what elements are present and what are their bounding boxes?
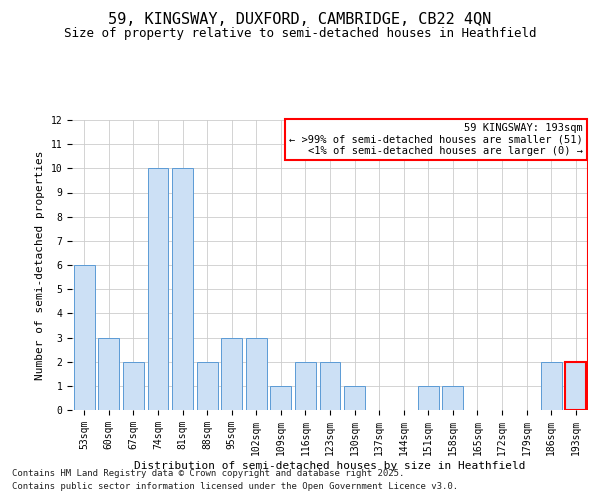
Bar <box>148 168 169 410</box>
Bar <box>344 386 365 410</box>
Bar <box>271 386 292 410</box>
Bar <box>442 386 463 410</box>
Bar <box>246 338 267 410</box>
Bar <box>418 386 439 410</box>
Y-axis label: Number of semi-detached properties: Number of semi-detached properties <box>35 150 45 380</box>
Bar <box>197 362 218 410</box>
Bar <box>98 338 119 410</box>
Text: Contains HM Land Registry data © Crown copyright and database right 2025.: Contains HM Land Registry data © Crown c… <box>12 468 404 477</box>
Text: Size of property relative to semi-detached houses in Heathfield: Size of property relative to semi-detach… <box>64 28 536 40</box>
Bar <box>123 362 144 410</box>
X-axis label: Distribution of semi-detached houses by size in Heathfield: Distribution of semi-detached houses by … <box>134 460 526 470</box>
Bar <box>295 362 316 410</box>
Text: Contains public sector information licensed under the Open Government Licence v3: Contains public sector information licen… <box>12 482 458 491</box>
Bar <box>74 265 95 410</box>
Bar <box>541 362 562 410</box>
Bar <box>172 168 193 410</box>
Bar <box>320 362 340 410</box>
Bar <box>221 338 242 410</box>
Text: 59 KINGSWAY: 193sqm
← >99% of semi-detached houses are smaller (51)
<1% of semi-: 59 KINGSWAY: 193sqm ← >99% of semi-detac… <box>289 123 583 156</box>
Bar <box>565 362 586 410</box>
Text: 59, KINGSWAY, DUXFORD, CAMBRIDGE, CB22 4QN: 59, KINGSWAY, DUXFORD, CAMBRIDGE, CB22 4… <box>109 12 491 28</box>
